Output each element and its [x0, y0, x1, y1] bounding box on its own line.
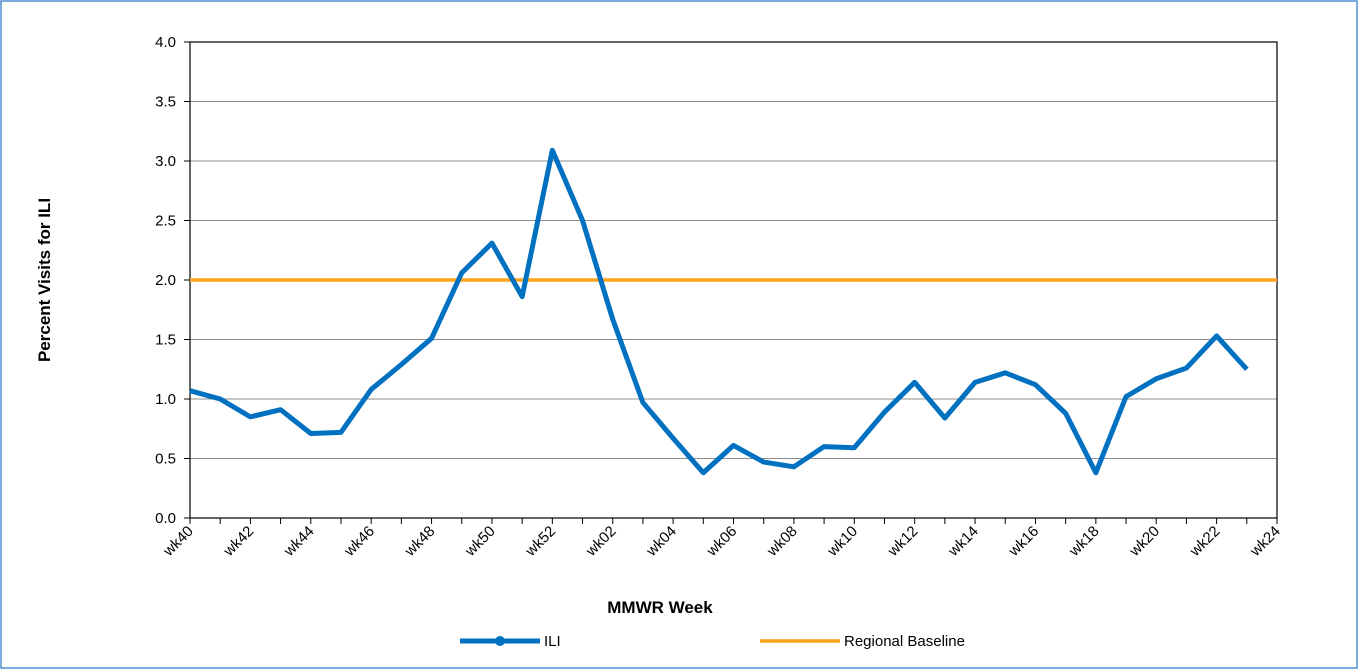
y-tick-label: 1.0	[155, 391, 176, 408]
x-axis-title: MMWR Week	[607, 598, 713, 617]
legend-marker	[495, 636, 505, 646]
legend-label: Regional Baseline	[844, 633, 965, 650]
y-tick-label: 2.5	[155, 213, 176, 230]
series-line	[189, 147, 1249, 476]
y-tick-label: 4.0	[155, 34, 176, 51]
y-tick-label: 3.5	[155, 94, 176, 111]
y-tick-label: 0.0	[155, 510, 176, 527]
y-tick-label: 2.0	[155, 272, 176, 289]
y-tick-label: 1.5	[155, 332, 176, 349]
y-tick-label: 3.0	[155, 153, 176, 170]
legend-label: ILI	[544, 633, 561, 650]
y-tick-label: 0.5	[155, 451, 176, 468]
y-axis-title: Percent Visits for ILI	[35, 198, 54, 362]
